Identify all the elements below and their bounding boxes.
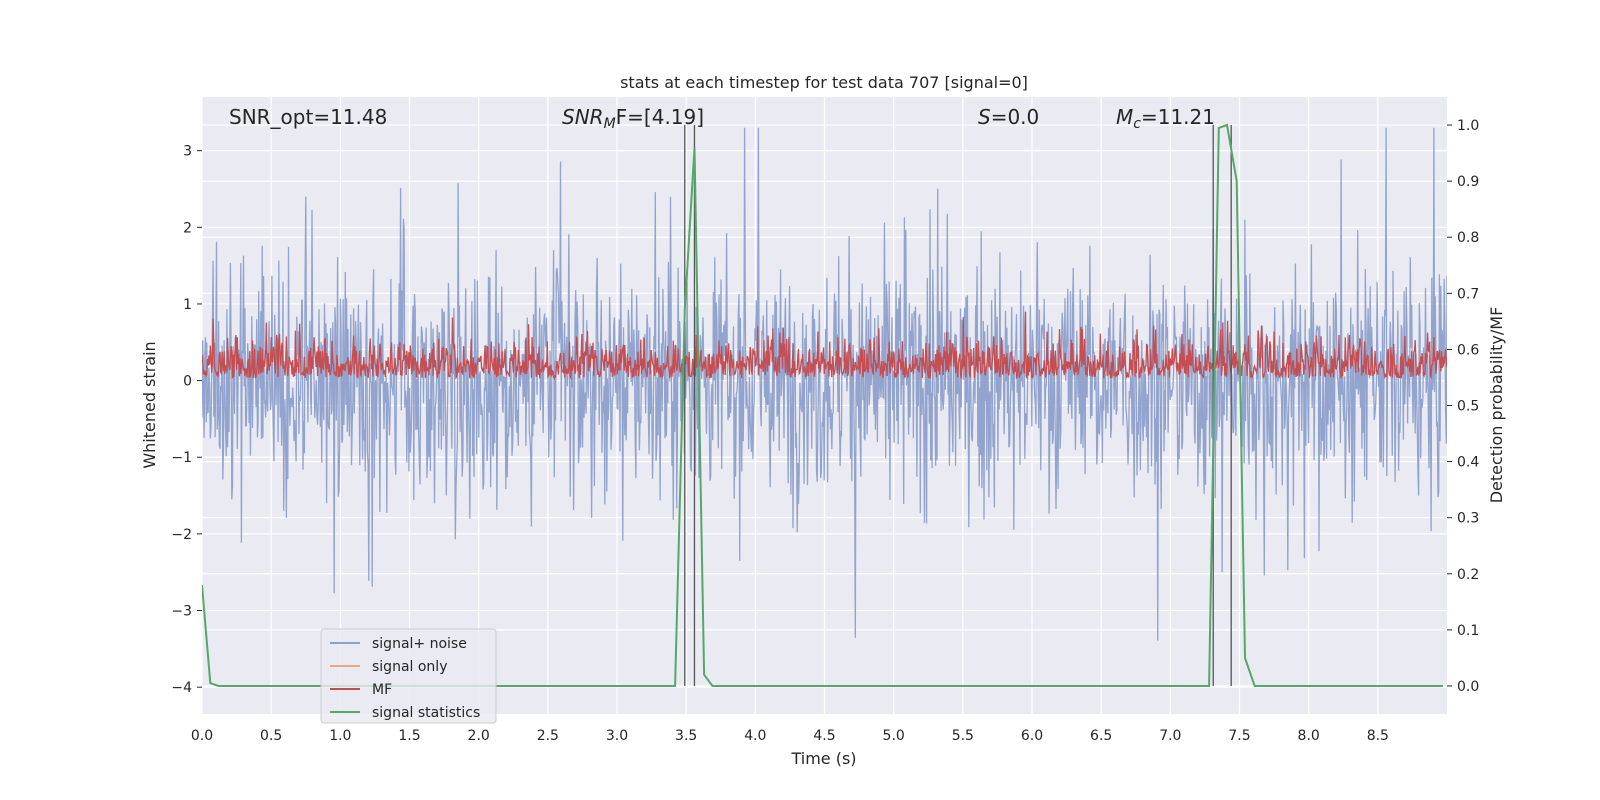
y-right-tick-label: 1.0 [1457,118,1479,134]
y-ticks-left: 3 2 1 0 −1 −2 −3 −4 [171,144,202,696]
x-tick-label: 5.5 [952,728,974,744]
y-right-tick-label: 0.6 [1457,342,1479,358]
y-tick-label: 2 [183,220,192,236]
x-tick-label: 0.0 [191,728,213,744]
y-right-tick-label: 0.3 [1457,511,1479,527]
x-tick-label: 1.5 [398,728,420,744]
x-tick-label: 4.5 [813,728,835,744]
y-axis-label-right: Detection probability/MF [1487,307,1506,504]
y-tick-label: −1 [171,450,192,466]
y-ticks-right: 1.0 0.9 0.8 0.7 0.6 0.5 0.4 0.3 0.2 0.1 0.0 [1447,118,1479,695]
legend-label: signal statistics [372,705,480,721]
x-tick-label: 8.5 [1367,728,1389,744]
x-tick-label: 4.0 [744,728,766,744]
legend-label: signal only [372,659,447,675]
legend-box [320,628,497,724]
x-tick-label: 7.5 [1228,728,1250,744]
x-tick-label: 2.5 [537,728,559,744]
x-tick-label: 3.5 [675,728,697,744]
y-right-tick-label: 0.1 [1457,623,1479,639]
y-tick-label: 1 [183,297,192,313]
y-tick-label: 3 [183,144,192,160]
x-tick-label: 6.5 [1090,728,1112,744]
y-axis-label-left: Whitened strain [140,341,159,468]
y-right-tick-label: 0.2 [1457,567,1479,583]
y-tick-label: −3 [171,604,192,620]
legend: signal+ noise signal only MF signal statist… [320,628,497,724]
annotation-s: S=0.0 [978,105,1039,129]
y-right-tick-label: 0.7 [1457,286,1479,302]
y-tick-label: 0 [183,374,192,390]
legend-label: MF [372,682,392,698]
annotation-snr-mf: SNRMF=[4.19] [562,105,704,132]
x-tick-label: 5.0 [883,728,905,744]
x-ticks: 0.0 0.5 1.0 1.5 2.0 2.5 3.0 3.5 4.0 4.5 5.0 5.5 6.0 6… [191,728,1389,744]
x-tick-label: 0.5 [260,728,282,744]
x-tick-label: 7.0 [1159,728,1181,744]
y-right-tick-label: 0.4 [1457,455,1479,471]
legend-label: signal+ noise [372,636,467,652]
x-tick-label: 2.0 [468,728,490,744]
x-tick-label: 3.0 [606,728,628,744]
y-tick-label: −2 [171,527,192,543]
x-tick-label: 1.0 [329,728,351,744]
y-right-tick-label: 0.5 [1457,399,1479,415]
annotation-mc: Mc=11.21 [1116,105,1215,132]
x-tick-label: 8.0 [1298,728,1320,744]
y-right-tick-label: 0.0 [1457,679,1479,695]
y-tick-label: −4 [171,680,192,696]
chart-title: stats at each timestep for test data 707… [620,73,1028,92]
x-tick-label: 6.0 [1021,728,1043,744]
y-right-tick-label: 0.8 [1457,230,1479,246]
y-right-tick-label: 0.9 [1457,174,1479,190]
x-axis-label: Time (s) [790,749,856,768]
annotation-snr-opt: SNR_opt=11.48 [229,105,387,129]
